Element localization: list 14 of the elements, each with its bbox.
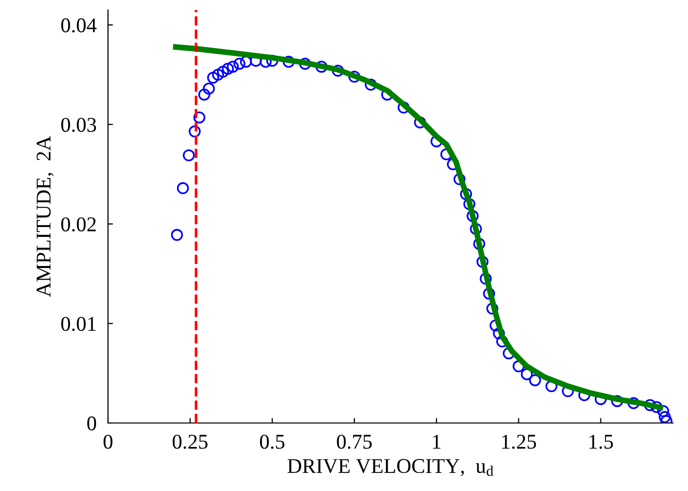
x-tick-label: 0 xyxy=(104,434,112,449)
y-axis-title: AMPLITUDE, 2A xyxy=(36,136,54,298)
y-tick-label: 0.01 xyxy=(61,316,96,332)
y-tick-label: 0.02 xyxy=(61,217,96,232)
y-tick-label: 0.03 xyxy=(61,118,96,132)
y-tick-label: 0.04 xyxy=(61,18,97,32)
x-axis-title: DRIVE VELOCITY, u$_{d}$ xyxy=(288,459,494,476)
y-tick-label: 0 xyxy=(87,416,96,430)
x-tick-label: 1.25 xyxy=(502,434,536,449)
x-tick-label: 0.5 xyxy=(260,434,284,449)
x-tick-label: 1.5 xyxy=(590,434,613,449)
x-tick-label: 0.75 xyxy=(336,434,372,449)
x-tick-label: 1 xyxy=(433,434,440,449)
x-tick-label: 0.25 xyxy=(172,434,208,449)
